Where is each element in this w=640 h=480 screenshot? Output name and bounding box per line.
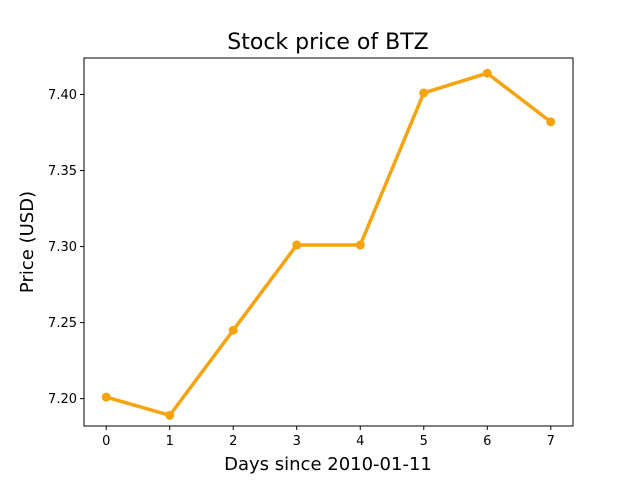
y-axis: 7.20 7.25 7.30 7.35 7.40 [48, 88, 84, 407]
x-tick-label: 3 [293, 434, 301, 449]
y-tick-label: 7.25 [48, 316, 77, 331]
x-axis-title: Days since 2010-01-11 [224, 454, 432, 475]
y-tick-label: 7.20 [48, 392, 77, 407]
chart-title: Stock price of BTZ [227, 30, 428, 55]
x-tick-label: 6 [483, 434, 491, 449]
x-tick-label: 7 [547, 434, 555, 449]
series-price [101, 68, 556, 420]
x-tick-label: 4 [356, 434, 364, 449]
y-axis-title: Price (USD) [17, 191, 38, 293]
y-tick-label: 7.40 [48, 88, 77, 103]
x-tick-label: 1 [166, 434, 174, 449]
data-point [546, 117, 556, 127]
y-tick-label: 7.35 [48, 164, 77, 179]
data-point [482, 68, 492, 78]
data-point [228, 325, 238, 335]
x-tick-label: 2 [229, 434, 237, 449]
data-point [101, 392, 111, 402]
y-tick-label: 7.30 [48, 240, 77, 255]
data-point [292, 240, 302, 250]
data-point [419, 88, 429, 98]
x-tick-label: 5 [420, 434, 428, 449]
x-tick-label: 0 [102, 434, 110, 449]
plot-area-frame [83, 57, 574, 427]
series-line [104, 71, 553, 418]
x-axis: 0 1 2 3 4 5 6 7 [102, 426, 555, 449]
data-point [165, 410, 175, 420]
data-point [355, 240, 365, 250]
